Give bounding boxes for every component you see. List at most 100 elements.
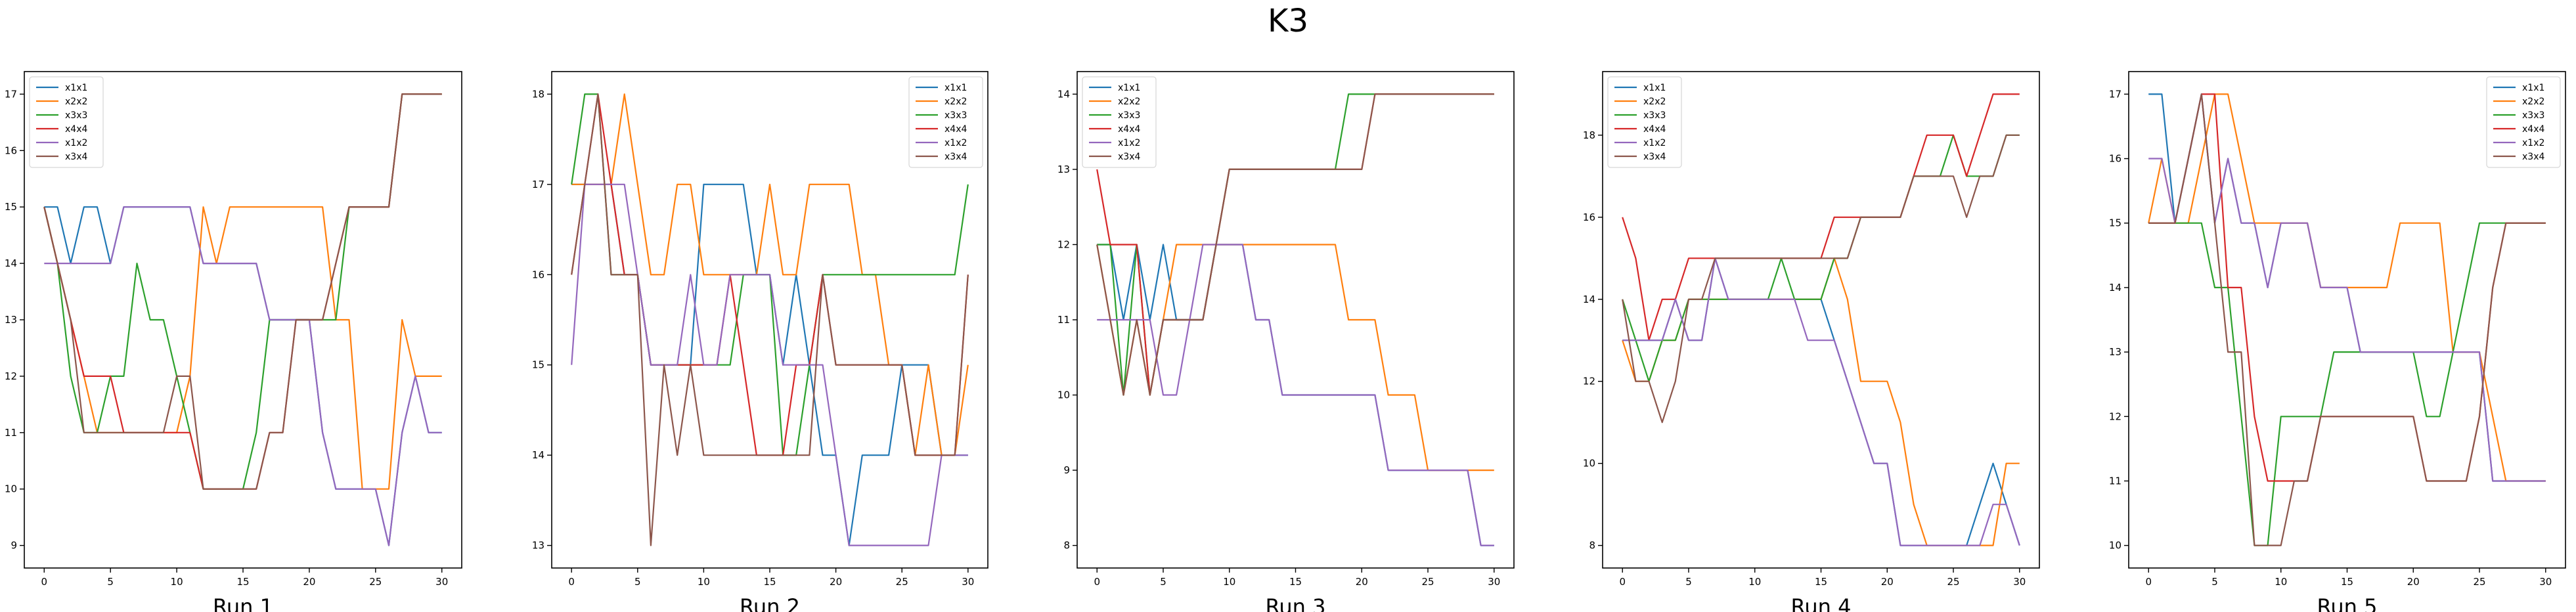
x-tick-label: 5 — [1685, 576, 1692, 588]
subplot-3: 0 5 10 15 20 25 30 8 9 10 11 12 13 14 Run 3 x1x1 x2x2 x3x… — [1057, 71, 1515, 612]
legend-label-x1x1: x1x1 — [944, 83, 967, 93]
x-axis-label: Run 3 — [1266, 594, 1326, 612]
series-line-x2x2 — [43, 206, 442, 490]
legend-box — [1082, 76, 1157, 168]
series-line-x1x1 — [571, 183, 968, 546]
legend: x1x1 x2x2 x3x3 x4x4 x1x2 x3x4 — [908, 76, 983, 168]
subplot-4: 0 5 10 15 20 25 30 8 10 12 14 16 18 Run 4 x1x1 x2x2 x3x3… — [1583, 71, 2040, 612]
x-tick-label: 5 — [1160, 576, 1166, 588]
x-tick-label: 30 — [435, 576, 448, 588]
x-tick-label: 15 — [2341, 576, 2353, 588]
x-tick-label: 20 — [1881, 576, 1894, 588]
y-tick-label: 10 — [1057, 389, 1070, 401]
series-line-x3x3 — [43, 93, 442, 490]
x-tick-label: 15 — [1815, 576, 1827, 588]
series-line-x1x2 — [44, 206, 442, 546]
y-tick-label: 14 — [5, 257, 17, 269]
legend-label-x3x3: x3x3 — [2522, 110, 2544, 121]
y-tick-label: 11 — [1057, 314, 1070, 326]
legend-label-x1x1: x1x1 — [1118, 83, 1140, 93]
legend-label-x4x4: x4x4 — [944, 124, 967, 135]
legend: x1x1 x2x2 x3x3 x4x4 x1x2 x3x4 — [1082, 76, 1157, 168]
legend-label-x1x2: x1x2 — [1643, 138, 1666, 148]
legend-label-x4x4: x4x4 — [1643, 124, 1666, 135]
x-tick-label: 30 — [1488, 576, 1500, 588]
legend-box — [1607, 76, 1682, 168]
legend-label-x2x2: x2x2 — [944, 97, 967, 107]
y-tick-label: 12 — [1057, 238, 1070, 250]
series-line-x1x1 — [1622, 257, 2020, 546]
legend-label-x3x3: x3x3 — [65, 110, 87, 121]
legend-label-x2x2: x2x2 — [1118, 97, 1140, 107]
x-tick-label: 20 — [830, 576, 842, 588]
subplot-2: 0 5 10 15 20 25 30 13 14 15 16 17 18 Run 2 x1x1 x2x2 x3x… — [532, 71, 988, 612]
series-line-x1x2 — [1097, 244, 1494, 546]
legend-label-x4x4: x4x4 — [2522, 124, 2544, 135]
x-tick-label: 25 — [1947, 576, 1959, 588]
x-tick-label: 10 — [698, 576, 710, 588]
x-tick-label: 0 — [1619, 576, 1626, 588]
legend-box — [908, 76, 983, 168]
x-tick-label: 0 — [41, 576, 47, 588]
subplot-1: 0 5 10 15 20 25 30 9 10 11 12 13 14 15 16 17 Run 1 x1x1 x2… — [5, 71, 462, 612]
y-tick-label: 17 — [532, 179, 544, 190]
y-tick-label: 12 — [2109, 410, 2121, 422]
y-tick-label: 15 — [2109, 217, 2121, 229]
y-tick-label: 13 — [5, 314, 17, 326]
y-tick-label: 14 — [1583, 294, 1595, 305]
y-tick-label: 16 — [2109, 153, 2121, 165]
legend-label-x3x3: x3x3 — [1118, 110, 1140, 121]
series-line-x4x4 — [43, 93, 442, 490]
legend-label-x1x2: x1x2 — [65, 138, 87, 148]
y-tick-label: 13 — [2109, 346, 2121, 358]
legend-label-x2x2: x2x2 — [2522, 97, 2544, 107]
x-axis-label: Run 2 — [740, 594, 800, 612]
series-line-x4x4 — [1622, 93, 2020, 341]
legend: x1x1 x2x2 x3x3 x4x4 x1x2 x3x4 — [2486, 76, 2561, 168]
legend-label-x1x1: x1x1 — [1643, 83, 1666, 93]
legend-box — [29, 76, 104, 168]
x-tick-label: 10 — [171, 576, 183, 588]
series-line-x3x3 — [2148, 222, 2546, 546]
x-axis-label: Run 5 — [2317, 594, 2378, 612]
y-tick-label: 17 — [5, 88, 17, 100]
legend-label-x3x4: x3x4 — [2522, 152, 2544, 162]
series-line-x3x4 — [1622, 134, 2020, 424]
x-tick-label: 30 — [2013, 576, 2026, 588]
x-tick-label: 20 — [303, 576, 315, 588]
x-tick-label: 20 — [2407, 576, 2420, 588]
legend-label-x4x4: x4x4 — [1118, 124, 1140, 135]
y-tick-label: 18 — [1583, 129, 1595, 141]
y-tick-label: 12 — [5, 370, 17, 382]
y-tick-label: 15 — [532, 359, 544, 371]
x-tick-label: 15 — [1289, 576, 1302, 588]
series-line-x3x4 — [1096, 93, 1494, 396]
x-tick-label: 30 — [2539, 576, 2552, 588]
y-tick-label: 13 — [532, 540, 544, 552]
y-tick-label: 8 — [1063, 540, 1070, 552]
legend-label-x1x2: x1x2 — [944, 138, 967, 148]
y-tick-label: 16 — [532, 269, 544, 280]
y-tick-label: 12 — [1583, 376, 1595, 387]
y-tick-label: 15 — [5, 201, 17, 213]
series-line-x3x4 — [2148, 93, 2546, 546]
x-tick-label: 25 — [2473, 576, 2485, 588]
y-tick-label: 9 — [11, 540, 17, 552]
y-tick-label: 14 — [1057, 88, 1070, 100]
legend-label-x3x4: x3x4 — [944, 152, 967, 162]
x-tick-label: 5 — [2211, 576, 2218, 588]
y-tick-label: 11 — [5, 427, 17, 439]
x-tick-label: 25 — [369, 576, 382, 588]
legend-label-x2x2: x2x2 — [65, 97, 87, 107]
y-tick-label: 16 — [5, 144, 17, 156]
series-line-x3x4 — [571, 93, 969, 546]
legend-label-x1x2: x1x2 — [2522, 138, 2544, 148]
legend-label-x3x3: x3x3 — [944, 110, 967, 121]
legend-box — [2486, 76, 2561, 168]
legend-label-x1x1: x1x1 — [65, 83, 87, 93]
x-tick-label: 5 — [634, 576, 641, 588]
y-tick-label: 8 — [1589, 540, 1595, 552]
y-tick-label: 9 — [1063, 464, 1070, 476]
series-line-x3x4 — [43, 93, 442, 490]
